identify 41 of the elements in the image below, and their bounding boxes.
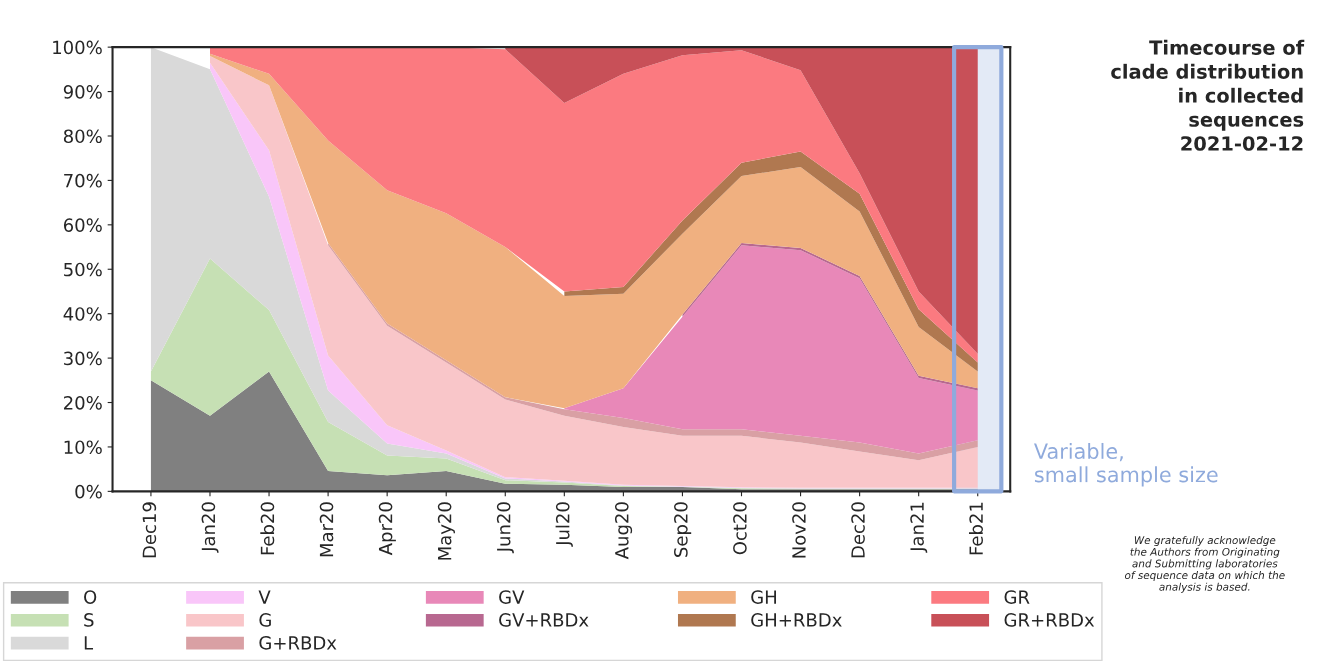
legend-label: GH bbox=[751, 590, 776, 604]
y-tick-label: 10% bbox=[64, 440, 102, 455]
y-tick-label: 40% bbox=[63, 307, 102, 321]
x-tick-label: Nov20 bbox=[792, 502, 806, 558]
x-tick-label: Jun20 bbox=[496, 502, 514, 554]
x-tick-label: Dec20 bbox=[851, 502, 865, 558]
band-label: Variable, small sample size bbox=[1034, 442, 1218, 487]
y-tick-label: 70% bbox=[64, 173, 102, 188]
legend-label: V bbox=[258, 590, 271, 604]
y-tick-label: 80% bbox=[63, 129, 102, 144]
legend-label: L bbox=[84, 636, 94, 650]
x-tick-label: Feb21 bbox=[968, 502, 983, 555]
x-tick-label: Feb20 bbox=[260, 502, 275, 555]
x-tick-label: Sep20 bbox=[674, 502, 692, 557]
x-tick-label: Jan20 bbox=[201, 502, 219, 553]
y-tick-label: 100% bbox=[53, 40, 102, 55]
x-tick-label: Apr20 bbox=[378, 502, 396, 556]
x-tick-label: May20 bbox=[437, 502, 455, 560]
y-tick-label: 50% bbox=[64, 262, 102, 277]
x-tick-label: Mar20 bbox=[319, 502, 334, 557]
x-tick-label: Oct20 bbox=[733, 502, 747, 555]
legend-label: G+RBDx bbox=[259, 636, 337, 650]
y-tick-label: 0% bbox=[75, 484, 102, 499]
y-tick-label: 20% bbox=[64, 395, 102, 410]
x-tick-label: Jan21 bbox=[910, 502, 928, 553]
legend-label: GV+RBDx bbox=[499, 613, 589, 627]
x-tick-label: Jul20 bbox=[555, 502, 573, 547]
x-tick-label: Dec19 bbox=[142, 502, 157, 558]
legend-label: GR+RBDx bbox=[1004, 613, 1095, 627]
legend-label: G bbox=[259, 613, 271, 627]
legend-label: GV bbox=[499, 590, 525, 604]
y-tick-label: 60% bbox=[63, 218, 102, 232]
y-tick-label: 30% bbox=[64, 351, 102, 366]
x-tick-label: Aug20 bbox=[614, 502, 633, 560]
legend-label: GR bbox=[1004, 590, 1030, 604]
legend-label: S bbox=[84, 613, 94, 627]
text: We gratefully acknowledge the Authors from Originating and Submitting laboratories of sequence data on which the analysis is based. bbox=[1124, 536, 1285, 593]
legend-label: GH+RBDx bbox=[751, 613, 842, 627]
y-tick-label: 90% bbox=[63, 85, 102, 99]
text: Timecourse of clade distribution in collected sequences 2021-02-12 bbox=[1111, 39, 1305, 151]
legend-label: O bbox=[84, 590, 97, 604]
